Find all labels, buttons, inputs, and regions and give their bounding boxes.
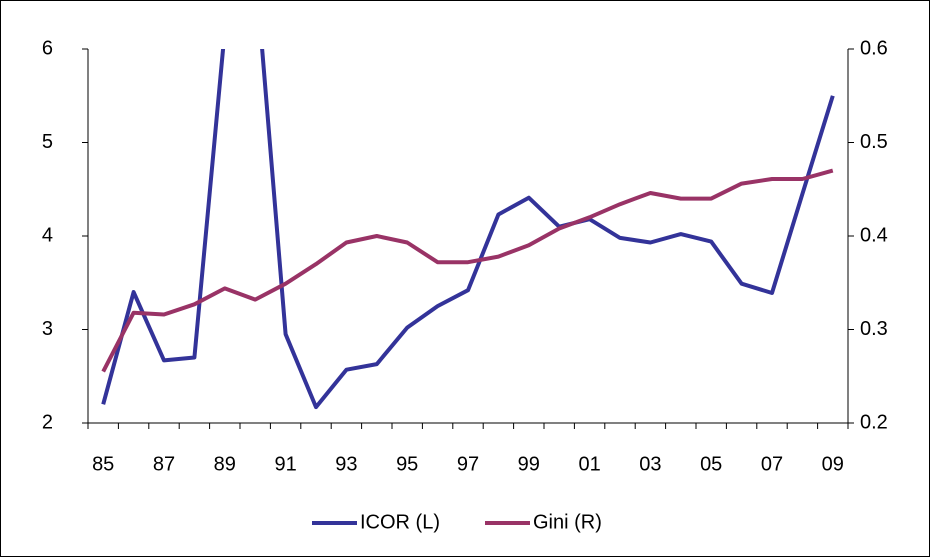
x-tick-label: 87 xyxy=(153,453,175,475)
y-tick-label: 6 xyxy=(42,37,53,59)
y2-tick-label: 0.4 xyxy=(860,224,888,246)
y2-tick-label: 0.3 xyxy=(860,318,888,340)
x-tick-label: 09 xyxy=(822,453,844,475)
y-tick-label: 4 xyxy=(42,224,53,246)
x-tick-label: 89 xyxy=(214,453,236,475)
x-tick-label: 97 xyxy=(457,453,479,475)
x-tick-label: 03 xyxy=(639,453,661,475)
x-tick-label: 91 xyxy=(274,453,296,475)
y-tick-label: 2 xyxy=(42,411,53,433)
y-tick-label: 5 xyxy=(42,131,53,153)
plot-area xyxy=(101,49,835,410)
x-tick-label: 93 xyxy=(335,453,357,475)
y2-tick-label: 0.6 xyxy=(860,37,888,59)
x-tick-label: 07 xyxy=(761,453,783,475)
x-tick-label: 85 xyxy=(92,453,114,475)
x-tick-label: 99 xyxy=(518,453,540,475)
y2-tick-label: 0.5 xyxy=(860,131,888,153)
y-tick-label: 3 xyxy=(42,318,53,340)
legend-label: ICOR (L) xyxy=(360,511,440,533)
x-tick-label: 05 xyxy=(700,453,722,475)
x-tick-label: 95 xyxy=(396,453,418,475)
x-tick-label: 01 xyxy=(578,453,600,475)
legend-label: Gini (R) xyxy=(533,511,602,533)
data-line xyxy=(101,168,834,373)
y2-tick-label: 0.2 xyxy=(860,411,888,433)
data-line xyxy=(101,49,835,410)
